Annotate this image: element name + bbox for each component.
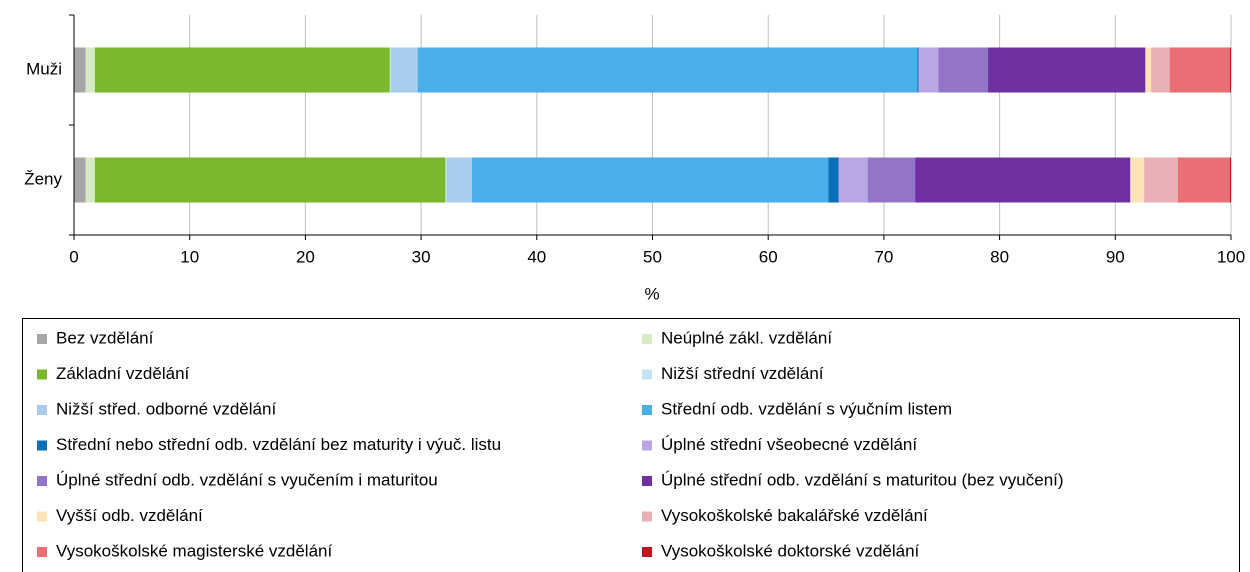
bar-segment: [1229, 47, 1231, 93]
bar-segment: [74, 157, 86, 203]
bar-segment: [938, 47, 989, 93]
legend-label: Střední nebo střední odb. vzdělání bez m…: [56, 435, 501, 454]
x-tick-label: 80: [990, 247, 1009, 266]
legend-swatch: [37, 440, 47, 451]
x-tick-label: 0: [69, 247, 78, 266]
x-tick-label: 60: [759, 247, 778, 266]
bar-segment: [85, 47, 95, 93]
x-tick-label: 10: [180, 247, 199, 266]
legend-label: Vysokoškolské doktorské vzdělání: [661, 541, 920, 560]
legend-label: Střední odb. vzdělání s výučním listem: [661, 399, 952, 418]
legend-label: Vysokoškolské bakalářské vzdělání: [661, 506, 928, 525]
bar-segment: [1151, 47, 1170, 93]
legend-swatch: [642, 405, 652, 415]
bar-segment: [85, 157, 95, 203]
legend-label: Nižší střed. odborné vzdělání: [56, 399, 276, 418]
legend-label: Základní vzdělání: [56, 364, 190, 383]
x-tick-label: 90: [1106, 247, 1125, 266]
x-tick-label: 20: [296, 247, 315, 266]
legend-swatch: [37, 405, 47, 415]
bar-segment: [389, 47, 392, 93]
y-tick-label: Muži: [26, 59, 62, 78]
legend-swatch: [642, 511, 652, 522]
bar-segment: [917, 47, 919, 93]
x-tick-label: 50: [643, 247, 662, 266]
bar-segment: [417, 47, 918, 93]
bar-segment: [391, 47, 418, 93]
bar-segment: [1130, 157, 1145, 203]
bar-segment: [1229, 157, 1231, 203]
legend-label: Úplné střední odb. vzdělání s vyučením i…: [56, 470, 438, 489]
bar-segment: [838, 157, 868, 203]
legend-swatch: [37, 547, 47, 557]
x-tick-label: 40: [527, 247, 546, 266]
legend-label: Úplné střední odb. vzdělání s maturitou …: [661, 470, 1064, 489]
legend-label: Bez vzdělání: [56, 328, 154, 347]
bar-segment: [915, 157, 1131, 203]
bar-segment: [1169, 47, 1230, 93]
legend-box: [22, 318, 1240, 572]
bar-segment: [472, 157, 829, 203]
bar-segment: [1145, 47, 1152, 93]
bar-segment: [94, 157, 446, 203]
bar-segment: [446, 157, 473, 203]
legend-swatch: [642, 369, 652, 380]
legend-swatch: [37, 476, 47, 486]
legend-swatch: [642, 334, 652, 344]
legend-label: Úplné střední všeobecné vzdělání: [661, 435, 917, 454]
legend-swatch: [642, 476, 652, 486]
x-axis-label: %: [644, 284, 659, 303]
legend-label: Neúplné zákl. vzdělání: [661, 328, 832, 347]
legend-swatch: [642, 547, 652, 557]
x-tick-label: 30: [412, 247, 431, 266]
bar-segment: [74, 47, 86, 93]
y-tick-label: Ženy: [24, 169, 62, 188]
legend-label: Vysokoškolské magisterské vzdělání: [56, 541, 332, 560]
legend-swatch: [37, 334, 47, 344]
legend-swatch: [642, 440, 652, 451]
bar-segment: [918, 47, 939, 93]
bar-segment: [94, 47, 390, 93]
x-tick-label: 70: [874, 247, 893, 266]
legend-label: Vyšší odb. vzdělání: [56, 506, 203, 525]
bar-segment: [1177, 157, 1230, 203]
legend-label: Nižší střední vzdělání: [661, 364, 824, 383]
bar-segment: [445, 157, 447, 203]
bar-segment: [828, 157, 839, 203]
bar-segment: [867, 157, 916, 203]
legend-swatch: [37, 369, 47, 380]
legend-swatch: [37, 511, 47, 522]
bar-segment: [988, 47, 1146, 93]
x-tick-label: 100: [1217, 247, 1245, 266]
bar-segment: [1144, 157, 1178, 203]
